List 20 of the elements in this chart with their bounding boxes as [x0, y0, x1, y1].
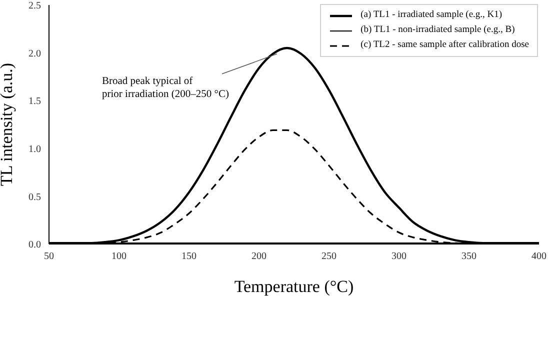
y-axis-title: TL intensity (a.u.) — [0, 62, 16, 186]
x-tick-label: 350 — [462, 251, 476, 262]
y-tick-label: 2.5 — [28, 0, 41, 12]
x-axis-title: Temperature (°C) — [234, 277, 354, 296]
annotation: Broad peak typical of prior irradiation (200–250 °C) — [102, 76, 230, 100]
y-tick-label: 0.0 — [28, 240, 41, 251]
y-tick-label: 2.0 — [28, 48, 41, 60]
x-tick-label: 150 — [182, 251, 196, 262]
x-tick-label: 400 — [532, 251, 546, 262]
y-tick-label: 1.5 — [28, 96, 41, 108]
legend-label: (c) TL2 - same sample after calibration dose — [360, 39, 529, 52]
legend-label: (a) TL1 - irradiated sample (e.g., K1) — [360, 9, 502, 22]
x-tick-label: 300 — [392, 251, 406, 262]
x-tick-label: 200 — [252, 251, 266, 262]
x-tick-label: 250 — [322, 251, 336, 262]
x-tick-label: 100 — [112, 251, 126, 262]
y-tick-label: 1.0 — [28, 144, 41, 155]
legend-label: (b) TL1 - non-irradiated sample (e.g., B) — [360, 24, 515, 37]
x-tick-label: 50 — [44, 251, 54, 262]
y-tick-label: 0.5 — [28, 192, 41, 203]
